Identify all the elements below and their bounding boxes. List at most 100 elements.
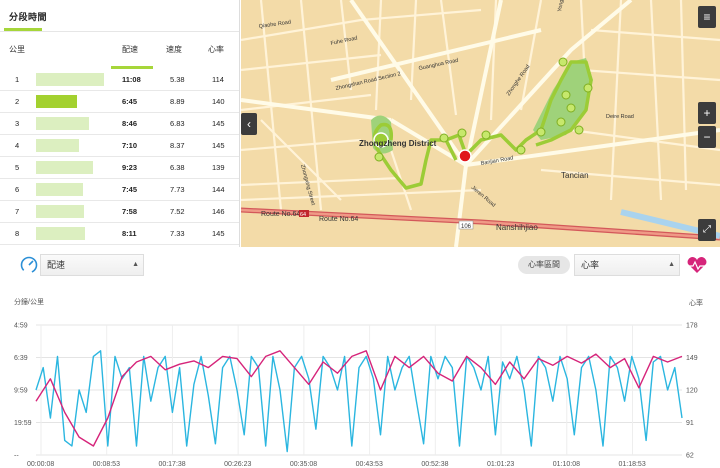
- label-deire-road: Deire Road: [606, 114, 634, 120]
- pace-hr-chart[interactable]: 分鐘/公里 心率 4:59 6:39 9:59 19:59 -- 178 149 120 91 6…: [0, 292, 720, 468]
- heart-rate-icon: [687, 257, 707, 273]
- zoom-out-button[interactable]: −: [698, 126, 716, 148]
- chart-ticks: 4:59 6:39 9:59 19:59 -- 178 149 120 91 62 00:00:08…: [14, 323, 698, 468]
- split-row[interactable]: 911:105.37136: [0, 245, 239, 247]
- chart-series: [35, 350, 683, 453]
- right-tick-label: 62: [686, 453, 694, 460]
- split-km: 5: [15, 163, 20, 172]
- label-route64-mid: Route No.64: [319, 216, 358, 223]
- header-heart-rate[interactable]: 心率: [208, 45, 224, 54]
- splits-panel: 分段時間 公里 配速 速度 心率 1 11:08 5.38 114 2 6:45 8.89 1…: [0, 0, 240, 247]
- split-row[interactable]: 4 7:10 8.37 145: [0, 135, 239, 157]
- split-pace-bar: [36, 73, 104, 86]
- x-tick-label: 00:00:08: [27, 461, 54, 468]
- split-speed: 8.89: [170, 97, 185, 106]
- split-row[interactable]: 7 7:58 7.52 146: [0, 201, 239, 223]
- label-tancian: Tancian: [561, 171, 589, 180]
- right-tick-label: 149: [686, 355, 698, 362]
- splits-tab[interactable]: 分段時間: [0, 0, 239, 32]
- left-metric-value: 配速: [47, 260, 66, 270]
- split-speed: 7.73: [170, 185, 185, 194]
- split-pace: 7:58: [122, 207, 138, 216]
- split-speed: 6.38: [170, 163, 185, 172]
- right-tick-label: 178: [686, 323, 698, 330]
- split-hr: 140: [212, 97, 225, 106]
- split-row[interactable]: 6 7:45 7.73 144: [0, 179, 239, 201]
- split-pace-bar: [36, 161, 93, 174]
- split-row[interactable]: 3 8:46 6.83 145: [0, 113, 239, 135]
- split-pace-bar: [36, 117, 89, 130]
- label-banjian-road: Banjian Road: [480, 155, 514, 167]
- collapse-splits-button[interactable]: ‹: [241, 113, 257, 135]
- split-hr: 139: [212, 163, 225, 172]
- x-tick-label: 01:01:23: [487, 461, 514, 468]
- split-speed: 7.52: [170, 207, 185, 216]
- header-pace[interactable]: 配速: [122, 45, 138, 54]
- left-tick-label: --: [14, 453, 19, 460]
- split-row[interactable]: 5 9:23 6.38 139: [0, 157, 239, 179]
- x-tick-label: 00:35:08: [290, 461, 317, 468]
- header-speed[interactable]: 速度: [166, 45, 182, 54]
- right-metric-select[interactable]: 心率 ▲: [574, 254, 680, 276]
- chart-grid: [36, 324, 682, 456]
- series-line-heart-rate: [35, 350, 683, 447]
- right-tick-label: 120: [686, 388, 698, 395]
- split-pace: 7:10: [122, 141, 138, 150]
- x-tick-label: 00:08:53: [93, 461, 120, 468]
- split-hr: 145: [212, 119, 225, 128]
- active-tab-indicator: [4, 28, 42, 31]
- route-64-shield: 64: [300, 212, 306, 218]
- right-axis-title: 心率: [689, 298, 703, 307]
- split-speed: 8.37: [170, 141, 185, 150]
- label-route64-west: Route No.64: [261, 211, 300, 218]
- splits-tab-label: 分段時間: [9, 12, 48, 22]
- left-tick-label: 4:59: [14, 323, 28, 330]
- left-tick-label: 19:59: [14, 420, 32, 427]
- split-pace: 8:46: [122, 119, 138, 128]
- split-km: 6: [15, 185, 20, 194]
- split-hr: 114: [212, 75, 224, 84]
- split-row[interactable]: 1 11:08 5.38 114: [0, 69, 239, 91]
- split-pace-bar: [36, 205, 84, 218]
- split-hr: 144: [212, 185, 225, 194]
- right-tick-label: 91: [686, 420, 694, 427]
- x-tick-label: 00:26:23: [224, 461, 251, 468]
- hr-zone-button[interactable]: 心率區間: [518, 256, 570, 274]
- left-metric-select[interactable]: 配速 ▲: [40, 254, 144, 276]
- split-row[interactable]: 2 6:45 8.89 140: [0, 91, 239, 113]
- split-km: 7: [15, 207, 20, 216]
- current-position-marker[interactable]: [458, 149, 472, 163]
- split-speed: 5.38: [170, 75, 185, 84]
- speedometer-icon: [20, 256, 38, 274]
- route-start-marker[interactable]: [373, 132, 389, 148]
- map-canvas[interactable]: Zhongzheng District Tancian Route No.64 …: [241, 0, 720, 247]
- split-row[interactable]: 8 8:11 7.33 145: [0, 223, 239, 245]
- split-km: 2: [15, 97, 20, 106]
- label-nanshihjiao: Nanshihjiao: [496, 223, 538, 232]
- route-map[interactable]: Zhongzheng District Tancian Route No.64 …: [241, 0, 720, 247]
- split-pace-bar: [36, 227, 85, 240]
- label-yonghe-road: Yonghe Road: [557, 0, 569, 12]
- label-fuhe-road: Fuhe Road: [330, 35, 358, 47]
- select-arrow-icon: ▲: [668, 261, 675, 268]
- split-km: 1: [15, 75, 20, 84]
- x-tick-label: 00:17:38: [158, 461, 185, 468]
- left-axis-title: 分鐘/公里: [14, 297, 44, 306]
- fullscreen-button[interactable]: ⤢: [698, 219, 716, 241]
- split-pace-bar: [36, 183, 83, 196]
- split-pace: 9:23: [122, 163, 138, 172]
- x-tick-label: 00:52:38: [421, 461, 448, 468]
- right-metric-value: 心率: [581, 260, 600, 270]
- zoom-in-button[interactable]: +: [698, 102, 716, 124]
- split-speed: 6.83: [170, 119, 185, 128]
- left-tick-label: 6:39: [14, 355, 28, 362]
- split-hr: 146: [212, 207, 225, 216]
- route-106-shield: 106: [461, 224, 472, 230]
- split-pace-bar: [36, 139, 79, 152]
- x-tick-label: 01:10:08: [553, 461, 580, 468]
- split-pace: 6:45: [122, 97, 138, 106]
- map-menu-button[interactable]: ≡: [698, 6, 716, 28]
- label-qiaohe-road: Qiaohe Road: [258, 20, 291, 30]
- x-tick-label: 01:18:53: [618, 461, 645, 468]
